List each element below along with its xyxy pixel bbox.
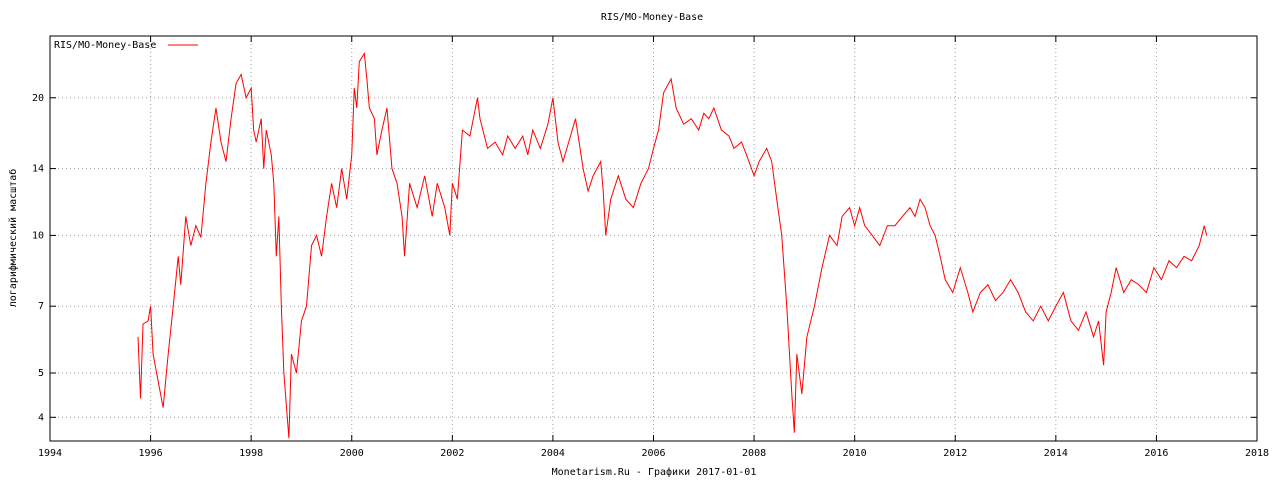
x-tick-label: 2018 [1245,448,1269,459]
x-tick-label: 2010 [843,448,867,459]
data-line [137,51,1208,439]
y-tick-label: 7 [38,301,44,312]
x-axis-label: Monetarism.Ru - Графики 2017-01-01 [552,466,757,478]
x-tick-label: 2004 [541,448,565,459]
x-tick-label: 2016 [1144,448,1168,459]
x-tick-label: 1996 [139,448,163,459]
y-tick-label: 5 [38,368,44,379]
x-tick-label: 2006 [641,448,665,459]
x-tick-label: 2014 [1044,448,1068,459]
x-tick-label: 1998 [239,448,263,459]
x-tick-label: 2000 [340,448,364,459]
legend-label: RIS/MO-Money-Base [54,40,156,51]
y-tick-label: 10 [32,230,44,241]
plot-border [49,35,1258,442]
x-tick-label: 2012 [943,448,967,459]
y-tick-label: 4 [38,412,44,423]
y-tick-label: 20 [32,93,44,104]
x-tick-label: 1994 [38,448,62,459]
y-tick-label: 14 [32,164,44,175]
y-axis-label: логарифмический масштаб [7,169,19,307]
x-tick-label: 2002 [440,448,464,459]
chart-title: RIS/MO-Money-Base [601,12,703,23]
x-tick-label: 2008 [742,448,766,459]
